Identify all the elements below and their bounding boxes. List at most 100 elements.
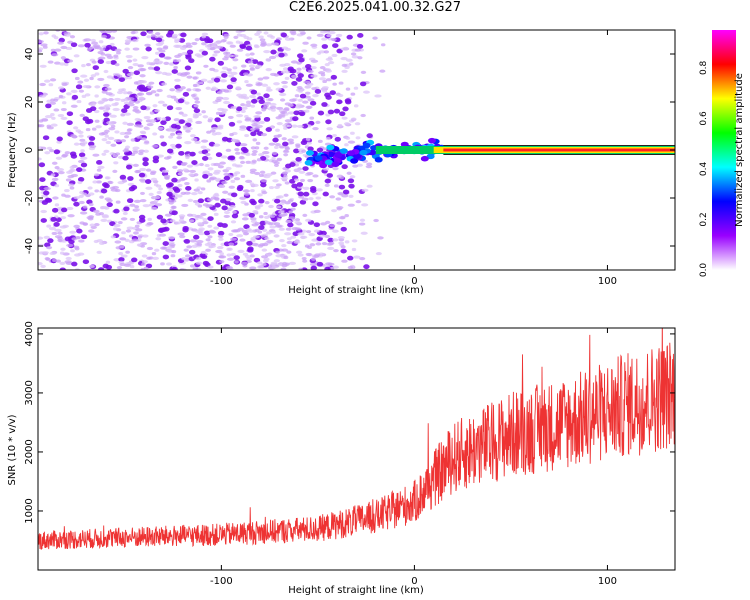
spectrogram-noise-cell <box>265 43 273 47</box>
spectrogram-noise-cell <box>139 130 146 134</box>
spectrogram-noise-cell <box>127 176 134 181</box>
spectrogram-noise-cell <box>122 68 129 74</box>
spectrogram-noise-cell <box>158 52 166 58</box>
snr-frame <box>37 327 676 571</box>
spectrogram-noise-cell <box>217 165 224 169</box>
spectrogram-noise-cell <box>293 168 301 172</box>
spectrogram-noise-cell <box>269 105 277 110</box>
spectrogram-noise-cell <box>263 93 270 99</box>
spectrogram-noise-cell <box>278 227 285 231</box>
spectrogram-noise-cell <box>240 174 246 178</box>
spectrogram-noise-cell <box>312 127 319 131</box>
spectrogram-noise-cell <box>53 108 60 112</box>
spectrogram-noise-cell <box>69 165 75 170</box>
spectrogram-noise-cell <box>258 265 265 269</box>
spectrogram-noise-cell <box>57 211 64 215</box>
spectrogram-noise-cell <box>95 180 102 184</box>
spectrogram-noise-cell <box>201 32 209 36</box>
spectrogram-noise-cell <box>101 97 108 101</box>
spectrogram-noise-cell <box>82 259 90 265</box>
spectrogram-noise-cell <box>285 227 292 231</box>
spectrogram-noise-cell <box>61 193 66 197</box>
spectrogram-noise-cell <box>61 153 69 157</box>
spectrogram-noise-cell <box>155 71 163 75</box>
spectrogram-noise-cell <box>259 220 266 226</box>
spectrogram-noise-cell <box>221 66 229 70</box>
spectrogram-noise-cell <box>200 250 207 255</box>
spectrogram-noise-cell <box>315 196 322 200</box>
spectrogram-noise-cell <box>299 93 307 99</box>
spectrogram-noise-cell <box>199 253 206 258</box>
spectrogram-noise-cell <box>51 116 56 120</box>
spectrogram-noise-cell <box>53 149 61 155</box>
spectrogram-noise-cell <box>181 203 189 208</box>
spectrogram-noise-cell <box>153 195 161 200</box>
spectrogram-noise-cell <box>185 42 192 46</box>
spectrogram-noise-cell <box>38 49 43 53</box>
spectrogram-noise-cell <box>284 76 290 81</box>
spectrogram-noise-cell <box>260 179 268 183</box>
y-tick-label: -20 <box>24 190 35 206</box>
spectrogram-noise-cell <box>254 146 260 150</box>
spectrogram-noise-cell <box>117 74 123 78</box>
spectrogram-noise-cell <box>183 238 191 244</box>
spectrogram-noise-cell <box>194 53 201 57</box>
spectrogram-noise-cell <box>142 157 149 163</box>
spectrogram-noise-cell <box>213 162 221 167</box>
snr-plot-area <box>38 328 675 550</box>
spectrogram-noise-cell <box>230 138 237 142</box>
spectrogram-noise-cell <box>144 140 150 144</box>
spectrogram-noise-cell <box>144 43 151 47</box>
spectrogram-noise-cell <box>67 59 74 63</box>
spectrogram-noise-cell <box>201 50 209 56</box>
spectrogram-noise-cell <box>69 186 75 190</box>
spectrogram-noise-cell <box>186 164 194 168</box>
spectrogram-noise-cell <box>250 146 256 150</box>
spectrogram-noise-cell <box>78 89 85 93</box>
spectrogram-noise-cell <box>164 72 172 76</box>
spectrogram-noise-cell <box>136 243 142 247</box>
spectrogram-noise-cell <box>81 64 86 68</box>
spectrogram-noise-cell <box>262 228 268 232</box>
spectrogram-noise-cell <box>322 89 328 93</box>
spectrogram-noise-cell <box>280 32 287 38</box>
spectrogram-noise-cell <box>318 234 326 238</box>
colorbar-ticks: 0.0 0.2 0.4 0.6 0.8 <box>699 60 709 277</box>
spectrogram-noise-cell <box>352 164 359 168</box>
spectrogram-noise-cell <box>257 193 263 197</box>
spectrogram-noise-cell <box>209 230 217 234</box>
spectrogram-noise-cell <box>58 37 65 43</box>
spectrogram-noise-cell <box>122 211 128 216</box>
spectrogram-noise-cell <box>69 168 76 172</box>
spectrogram-noise-cell <box>235 86 241 90</box>
spectrogram-noise-cell <box>223 172 231 176</box>
spectrogram-noise-cell <box>197 222 204 226</box>
spectrogram-noise-cell <box>186 245 193 249</box>
spectrogram-noise-cell <box>214 192 219 196</box>
spectrogram-noise-cell <box>228 74 235 78</box>
spectrogram-noise-cell <box>192 199 199 204</box>
spectrogram-noise-cell <box>184 65 192 71</box>
spectrogram-noise-cell <box>196 242 203 246</box>
spectrogram-transition-cell <box>420 155 429 162</box>
spectrogram-noise-cell <box>230 179 236 183</box>
spectrogram-noise-cell <box>277 133 282 138</box>
spectrogram-noise-cell <box>217 60 225 66</box>
spectrogram-noise-cell <box>67 40 74 44</box>
spectrogram-noise-cell <box>104 53 112 57</box>
spectrogram-noise-cell <box>230 220 237 224</box>
spectrogram-noise-cell <box>254 221 260 226</box>
spectrogram-noise-cell <box>278 214 284 218</box>
spectrogram-noise-cell <box>51 207 59 213</box>
spectrogram-noise-cell <box>300 140 308 146</box>
spectrogram-noise-cell <box>132 47 140 51</box>
spectrogram-noise-cell <box>229 204 236 209</box>
spectrogram-noise-cell <box>190 93 196 98</box>
spectrogram-noise-cell <box>340 245 346 249</box>
spectrogram-noise-cell <box>50 216 57 222</box>
spectrogram-noise-cell <box>163 156 171 160</box>
spectrogram-noise-cell <box>284 37 292 41</box>
spectrogram-noise-cell <box>69 230 77 234</box>
spectrogram-noise-cell <box>119 237 127 241</box>
spectrogram-noise-cell <box>208 244 216 248</box>
